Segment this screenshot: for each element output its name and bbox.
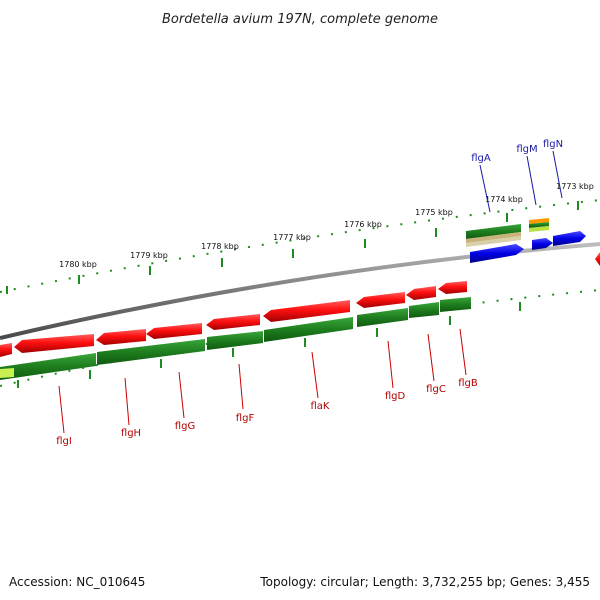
- tick-label-1778: 1778 kbp: [201, 242, 239, 251]
- tick-label-1774: 1774 kbp: [485, 195, 523, 204]
- gene-arrow-red[interactable]: [0, 343, 12, 357]
- cds-bar: [97, 339, 205, 365]
- accession-label: Accession: NC_010645: [9, 575, 145, 589]
- tick-label-1773: 1773 kbp: [556, 182, 594, 191]
- genome-summary: Topology: circular; Length: 3,732,255 bp…: [259, 575, 590, 589]
- gene-label-flgA: flgA: [471, 153, 491, 164]
- major-ticks-inner: [17, 302, 521, 388]
- gene-arrow-flaK[interactable]: [263, 300, 350, 322]
- reverse-strand-genes: [0, 252, 600, 357]
- gene-label-flgD: flgD: [385, 391, 406, 402]
- tick-label-1777: 1777 kbp: [273, 233, 311, 242]
- gene-arrow-flgB[interactable]: [438, 281, 467, 294]
- gene-arrow-flgD[interactable]: [356, 292, 405, 308]
- forward-strand-genes: [466, 218, 586, 263]
- highlight-bar: [0, 368, 14, 378]
- cds-bar-flgA-band: [466, 236, 521, 247]
- major-ticks-outer: [6, 201, 579, 294]
- gene-label-flgI: flgI: [56, 436, 72, 447]
- gene-arrow-edge[interactable]: [595, 252, 600, 266]
- gene-arrow-flgG[interactable]: [146, 323, 202, 339]
- gene-arrow-flgC[interactable]: [406, 286, 436, 300]
- gene-arrow-flgI[interactable]: [14, 334, 94, 353]
- cds-bar: [357, 308, 408, 327]
- cds-bar: [409, 302, 439, 318]
- bottom-label-leaders: [58, 328, 467, 434]
- gene-label-flaK: flaK: [311, 401, 330, 412]
- cds-bar: [207, 331, 263, 350]
- top-label-leaders: [479, 150, 563, 213]
- gene-label-flgM: flgM: [516, 144, 537, 155]
- gene-label-flgG: flgG: [175, 421, 195, 432]
- cds-bar: [440, 297, 471, 312]
- gene-arrow-flgN[interactable]: [553, 231, 586, 246]
- tick-label-1776: 1776 kbp: [344, 220, 382, 229]
- tick-label-1780: 1780 kbp: [59, 260, 97, 269]
- cds-bar-flgA: [466, 224, 521, 239]
- genome-backbone: [0, 242, 600, 340]
- tick-arc-inner: [0, 289, 600, 387]
- tick-label-1779: 1779 kbp: [130, 251, 168, 260]
- gene-label-flgC: flgC: [426, 384, 446, 395]
- gene-arrow-flgF[interactable]: [206, 314, 260, 330]
- cds-row: [0, 297, 471, 380]
- gene-label-flgH: flgH: [121, 428, 141, 439]
- tick-label-1775: 1775 kbp: [415, 208, 453, 217]
- tick-arc-outer: [0, 199, 600, 293]
- gene-arrow-flgH[interactable]: [96, 329, 146, 345]
- gene-label-flgN: flgN: [543, 139, 563, 150]
- page-title: Bordetella avium 197N, complete genome: [162, 12, 438, 27]
- gene-label-flgF: flgF: [236, 413, 255, 424]
- gene-label-flgB: flgB: [458, 378, 478, 389]
- cds-bar-flgM-band: [529, 226, 549, 232]
- cds-bar: [0, 353, 96, 380]
- cds-bar: [264, 317, 353, 342]
- gene-arrow-flgA[interactable]: [470, 244, 524, 263]
- gene-arrow-flgM[interactable]: [532, 238, 553, 250]
- cds-bar-flgA-band: [466, 232, 521, 243]
